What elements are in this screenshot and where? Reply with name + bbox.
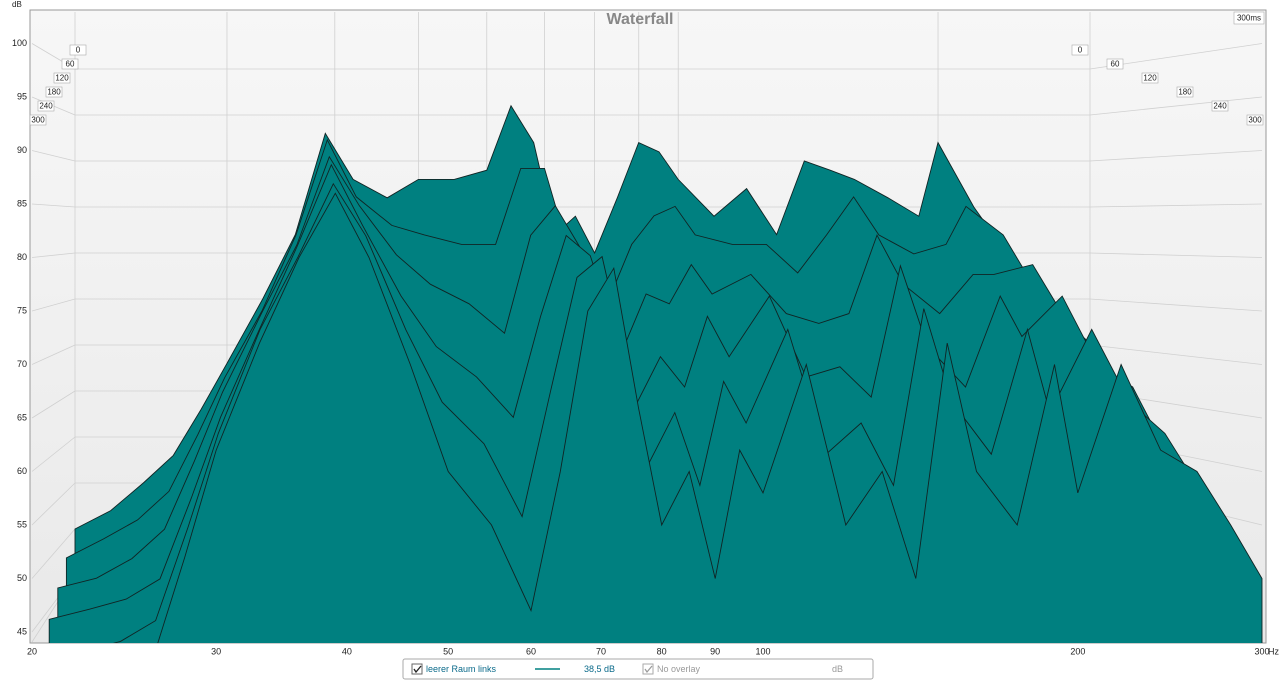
time-tick-label: 0 [1078, 46, 1083, 55]
waterfall-slice [157, 192, 1263, 643]
y-tick-label: 60 [17, 466, 27, 476]
overlay-unit: dB [832, 664, 843, 674]
time-tick-label: 240 [39, 102, 53, 111]
x-tick-label: 50 [443, 646, 453, 656]
time-tick-box [1071, 44, 1089, 56]
x-tick-label: 80 [657, 646, 667, 656]
y-tick-label: 55 [17, 519, 27, 529]
grid-line [1089, 252, 1263, 258]
time-tick-label: 60 [66, 60, 75, 69]
overlay-checkbox[interactable] [642, 663, 654, 675]
x-tick-label: 70 [596, 646, 606, 656]
y-tick-label: 100 [12, 38, 27, 48]
time-tick-label: 120 [55, 74, 69, 83]
y-tick-label: 75 [17, 305, 27, 315]
y-tick-label: 70 [17, 359, 27, 369]
chart-title: Waterfall [607, 11, 674, 28]
x-tick-label: 200 [1070, 646, 1085, 656]
x-tick-label: 20 [27, 646, 37, 656]
time-tick-box [69, 44, 87, 56]
time-tick-label: 180 [47, 88, 61, 97]
x-tick-label: 100 [755, 646, 770, 656]
x-tick-label: 60 [526, 646, 536, 656]
time-tick-box [1106, 58, 1124, 70]
x-tick-label: 30 [211, 646, 221, 656]
time-tick-label: 180 [1178, 88, 1192, 97]
grid-line [31, 298, 76, 312]
check-mark [644, 665, 653, 674]
time-tick-box [45, 86, 63, 98]
time-axis-label: 300ms [1237, 14, 1261, 23]
grid-line [1089, 298, 1263, 312]
grid-line [31, 344, 76, 365]
y-tick-label: 90 [17, 145, 27, 155]
time-tick-box [37, 100, 55, 112]
grid-line [1089, 96, 1263, 116]
y-axis-label: dB [12, 0, 22, 9]
time-tick-box [61, 58, 79, 70]
y-tick-label: 85 [17, 198, 27, 208]
slices [48, 104, 1263, 643]
time-tick-box [1211, 100, 1229, 112]
labels: 45 50 55 60 65 70 75 80 85 90 95 100 20 30 40 50 60 70 80 9… [12, 38, 1270, 657]
grid-line [31, 528, 76, 579]
legend-box [402, 658, 874, 680]
grid-line [31, 252, 76, 258]
y-tick-label: 65 [17, 412, 27, 422]
grid-line [31, 390, 76, 419]
time-tick-label: 120 [1143, 74, 1157, 83]
time-label-box [1233, 11, 1265, 25]
grid-line [31, 482, 76, 526]
check-mark [413, 665, 422, 674]
y-tick-label: 80 [17, 252, 27, 262]
time-tick-label: 60 [1111, 60, 1120, 69]
y-tick-label: 95 [17, 91, 27, 101]
time-tick-box [1141, 72, 1159, 84]
legend: leerer Raum links 38,5 dB No overlay dB [402, 658, 874, 680]
time-tick-label: 300 [31, 116, 45, 125]
grid-line [31, 436, 76, 472]
legend-checkbox[interactable] [411, 663, 423, 675]
time-tick-box [1246, 114, 1264, 126]
time-tick-box [29, 114, 47, 126]
y-tick-label: 45 [17, 626, 27, 636]
time-tick-label: 300 [1248, 116, 1262, 125]
grid-line [31, 150, 76, 162]
x-tick-label: 40 [342, 646, 352, 656]
grid-line [1089, 150, 1263, 162]
x-tick-label: 90 [710, 646, 720, 656]
overlay-label: No overlay [657, 664, 701, 674]
x-tick-label: 300 [1254, 646, 1269, 656]
grid-line [31, 203, 76, 208]
y-tick-label: 50 [17, 573, 27, 583]
time-tick-box [53, 72, 71, 84]
x-axis-label: Hz [1268, 646, 1279, 656]
grid-line [1089, 203, 1263, 208]
time-tick-label: 0 [76, 46, 81, 55]
time-tick-box [1176, 86, 1194, 98]
grid-line [1089, 344, 1263, 365]
legend-level: 38,5 dB [584, 664, 615, 674]
time-tick-label: 240 [1213, 102, 1227, 111]
legend-series-name: leerer Raum links [426, 664, 497, 674]
